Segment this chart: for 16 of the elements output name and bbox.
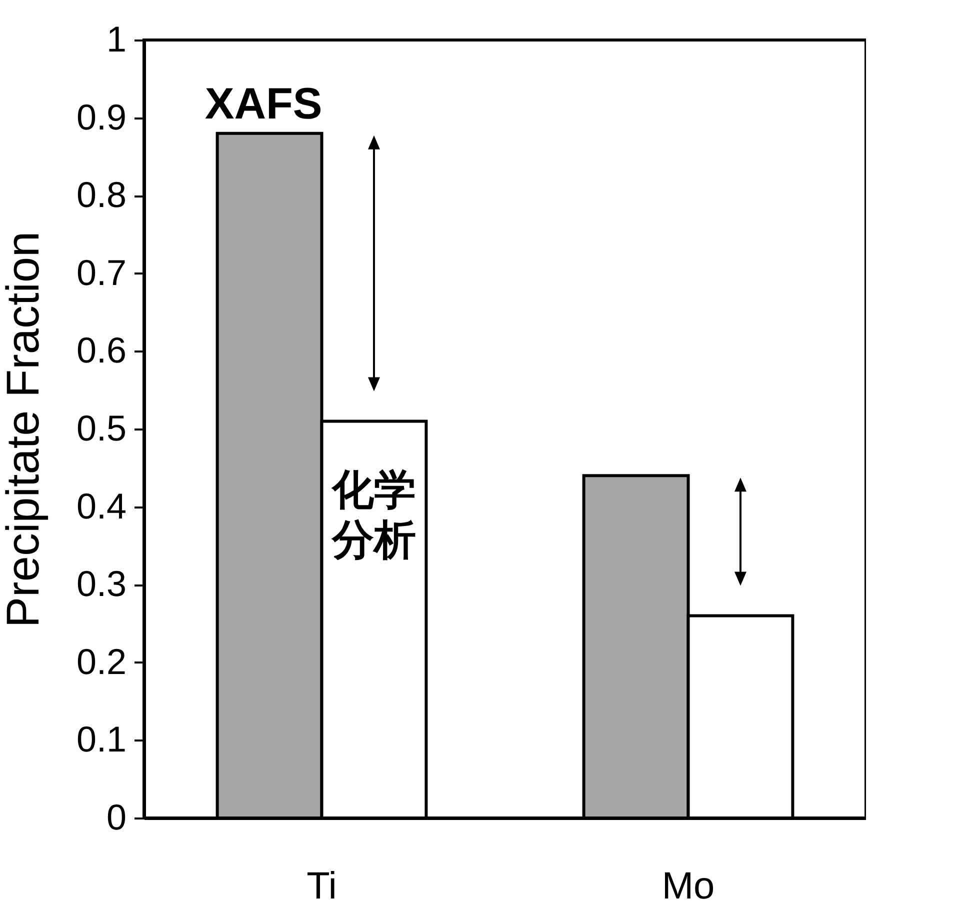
y-tick-label: 0.6	[76, 330, 126, 371]
x-tick-label: Mo	[662, 866, 715, 905]
y-tick-label: 0.4	[76, 485, 126, 526]
y-tick-label: 0.9	[76, 96, 126, 138]
y-tick-label: 0	[106, 796, 126, 838]
y-tick-label: 0.7	[76, 252, 126, 293]
y-tick-label: 1	[106, 18, 126, 60]
series-label: 化学分析	[330, 466, 416, 564]
y-tick-label: 0.1	[76, 718, 126, 760]
y-tick-label: 0.8	[76, 174, 126, 216]
x-tick-label: Ti	[306, 866, 337, 905]
series-label: XAFS	[204, 79, 322, 128]
y-tick-label: 0.2	[76, 640, 126, 682]
y-tick-label: 0.3	[76, 563, 126, 604]
y-tick-label: 0.5	[76, 408, 126, 448]
y-axis-title: Precipitate Fraction	[0, 231, 48, 628]
